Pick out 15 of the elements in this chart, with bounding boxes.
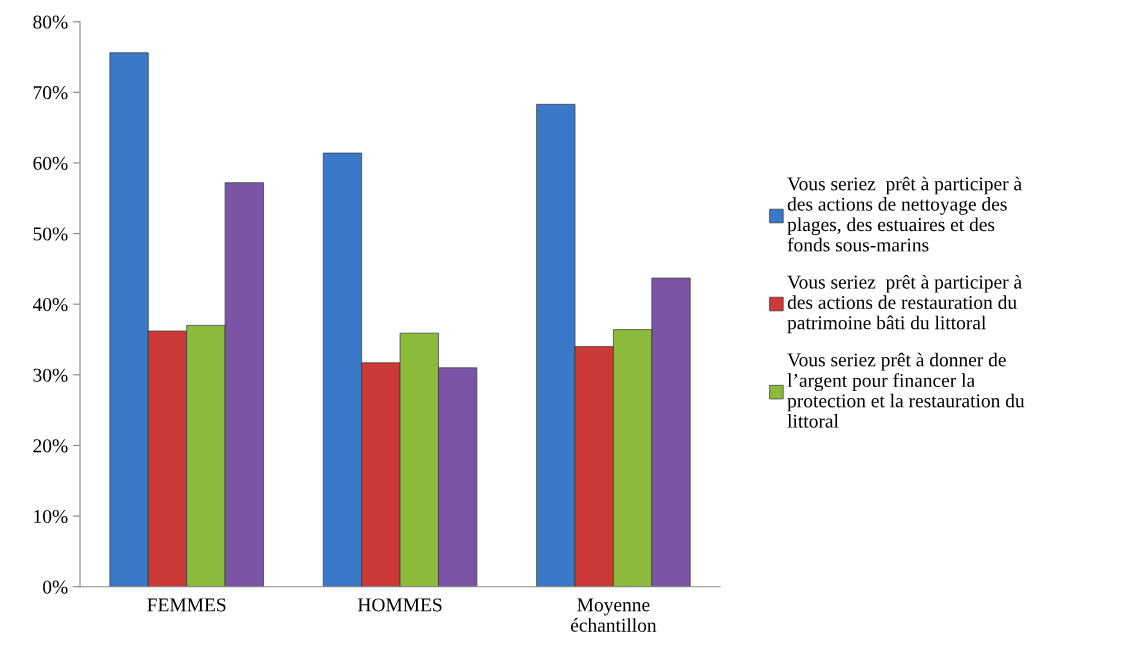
y-tick-label: 20%: [33, 439, 68, 453]
legend-label: Vous seriez prêt à participer à des actions de nettoyage des plages, des estuaires et des fonds sous-marins: [787, 176, 1022, 252]
y-tick-label: 40%: [32, 298, 68, 312]
y-tick-label: 10%: [34, 509, 68, 524]
y-tick-label: 70%: [33, 86, 68, 100]
legend-label: Vous seriez prêt à donner de l’argent pour financer la protection et la restauration du littoral: [787, 352, 1025, 428]
x-tick-label: FEMMES: [147, 598, 226, 612]
y-tick-label: 0%: [43, 580, 68, 594]
x-tick-label: HOMMES: [357, 598, 442, 612]
y-tick-label: 50%: [33, 227, 68, 241]
legend-label: Vous seriez prêt à participer à des actions de restauration du patrimoine bâti du littoral: [787, 274, 1022, 334]
y-tick-label: 30%: [33, 368, 68, 382]
y-tick-label: 60%: [33, 156, 68, 170]
x-tick-label: Moyenne échantillon: [570, 598, 657, 632]
y-tick-label: 80%: [33, 15, 68, 29]
